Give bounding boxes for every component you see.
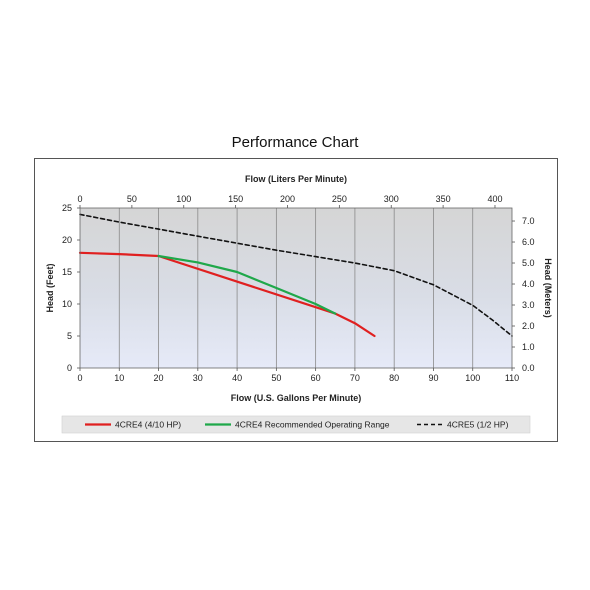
y-tick-label: 10 [62, 299, 72, 309]
x-tick-label: 10 [114, 373, 124, 383]
legend-label-1: 4CRE4 (4/10 HP) [115, 420, 181, 430]
y2-tick-label: 5.0 [522, 258, 535, 268]
x-tick-label: 100 [465, 373, 480, 383]
plot-border [79, 207, 513, 369]
series-line-3 [79, 213, 513, 337]
y2-tick-label: 3.0 [522, 300, 535, 310]
x2-axis-title: Flow (Liters Per Minute) [245, 174, 347, 184]
plot-area [80, 208, 512, 368]
x-tick-label: 60 [311, 373, 321, 383]
x2-tick-label: 400 [487, 194, 502, 204]
x-tick-label: 90 [428, 373, 438, 383]
x-axis-title: Flow (U.S. Gallons Per Minute) [231, 393, 362, 403]
chart-frame: 0 10 20 30 40 50 60 70 80 90 100 110 0 50 100 150 200 250… [34, 158, 558, 442]
legend-box [61, 415, 531, 434]
y2-tick-label: 0.0 [522, 363, 535, 373]
x2-tick-label: 300 [384, 194, 399, 204]
x2-tick-label: 0 [77, 194, 82, 204]
x-tick-label: 50 [271, 373, 281, 383]
x-tick-label: 70 [350, 373, 360, 383]
legend-label-3: 4CRE5 (1/2 HP) [447, 420, 509, 430]
x2-tick-label: 100 [176, 194, 191, 204]
x2-tick-label: 50 [127, 194, 137, 204]
y2-tick-label: 1.0 [522, 342, 535, 352]
y2-tick-label: 4.0 [522, 279, 535, 289]
y2-axis-title: Head (Meters) [543, 258, 553, 318]
y-axis-title: Head (Feet) [45, 263, 55, 312]
x-tick-label: 0 [77, 373, 82, 383]
series-line-2 [157, 254, 337, 315]
x-tick-label: 40 [232, 373, 242, 383]
x2-tick-label: 250 [332, 194, 347, 204]
x-tick-label: 110 [505, 373, 519, 383]
series-line-1 [78, 251, 376, 338]
y-tick-label: 20 [62, 235, 72, 245]
y2-tick-label: 7.0 [522, 216, 535, 226]
x-tick-label: 20 [154, 373, 164, 383]
x-tick-label: 30 [193, 373, 203, 383]
y-tick-label: 0 [67, 363, 72, 373]
x-tick-label: 80 [389, 373, 399, 383]
legend-label-2: 4CRE4 Recommended Operating Range [235, 420, 390, 430]
y2-tick-label: 2.0 [522, 321, 535, 331]
y-tick-label: 5 [67, 331, 72, 341]
x2-tick-label: 150 [228, 194, 243, 204]
y-tick-label: 15 [62, 267, 72, 277]
x2-tick-label: 350 [436, 194, 451, 204]
y-tick-label: 25 [62, 203, 72, 213]
chart-title: Performance Chart [231, 134, 359, 151]
x2-tick-label: 200 [280, 194, 295, 204]
y2-tick-label: 6.0 [522, 237, 535, 247]
